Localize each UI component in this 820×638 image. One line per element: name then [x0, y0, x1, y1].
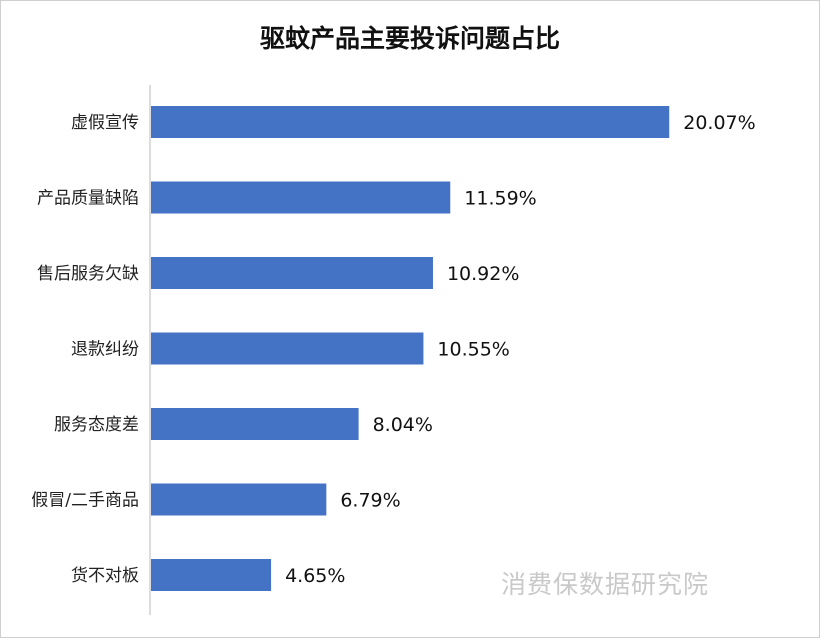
data-label: 4.65%: [285, 565, 345, 587]
bar: [151, 106, 670, 138]
bar: [151, 408, 359, 440]
watermark-text: 消费保数据研究院: [501, 570, 710, 599]
data-label: 8.04%: [373, 414, 433, 436]
category-label: 退款纠纷: [71, 340, 139, 360]
data-label: 20.07%: [683, 112, 755, 134]
bar: [151, 181, 451, 214]
data-label: 6.79%: [340, 490, 400, 512]
bar: [151, 257, 433, 289]
bar: [151, 332, 424, 365]
chart-title: 驱蚊产品主要投诉问题占比: [259, 24, 560, 53]
category-label: 假冒/二手商品: [31, 491, 139, 511]
category-label: 售后服务欠缺: [37, 264, 139, 284]
category-label: 服务态度差: [54, 415, 139, 435]
category-label: 货不对板: [71, 566, 139, 586]
data-label: 10.92%: [447, 263, 519, 285]
category-label: 虚假宣传: [71, 113, 139, 133]
data-label: 11.59%: [464, 188, 536, 210]
category-label: 产品质量缺陷: [37, 189, 139, 209]
bar: [151, 559, 272, 591]
data-label: 10.55%: [437, 339, 509, 361]
bar: [151, 483, 327, 516]
